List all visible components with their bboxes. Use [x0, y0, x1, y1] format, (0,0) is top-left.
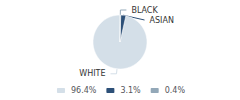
svg-text:WHITE: WHITE — [79, 69, 105, 78]
svg-text:96.4%: 96.4% — [71, 86, 97, 95]
svg-text:ASIAN: ASIAN — [150, 16, 174, 25]
svg-text:0.4%: 0.4% — [165, 86, 186, 95]
svg-text:3.1%: 3.1% — [120, 86, 141, 95]
svg-text:BLACK: BLACK — [131, 6, 158, 15]
